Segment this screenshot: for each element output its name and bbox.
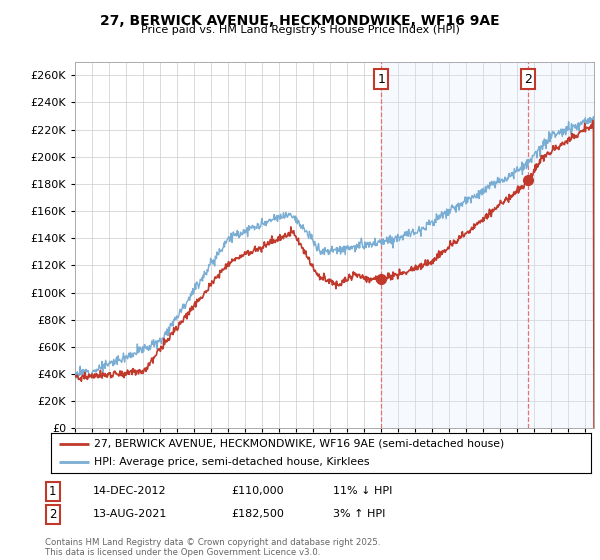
Text: Contains HM Land Registry data © Crown copyright and database right 2025.
This d: Contains HM Land Registry data © Crown c… — [45, 538, 380, 557]
Text: £182,500: £182,500 — [231, 509, 284, 519]
Text: 14-DEC-2012: 14-DEC-2012 — [93, 486, 167, 496]
Text: 2: 2 — [49, 507, 56, 521]
Text: 11% ↓ HPI: 11% ↓ HPI — [333, 486, 392, 496]
Text: 13-AUG-2021: 13-AUG-2021 — [93, 509, 167, 519]
Text: Price paid vs. HM Land Registry's House Price Index (HPI): Price paid vs. HM Land Registry's House … — [140, 25, 460, 35]
Text: 1: 1 — [49, 484, 56, 498]
Text: 27, BERWICK AVENUE, HECKMONDWIKE, WF16 9AE (semi-detached house): 27, BERWICK AVENUE, HECKMONDWIKE, WF16 9… — [94, 439, 505, 449]
Text: 1: 1 — [377, 73, 385, 86]
Text: 3% ↑ HPI: 3% ↑ HPI — [333, 509, 385, 519]
Bar — [381, 62, 594, 428]
Text: £110,000: £110,000 — [231, 486, 284, 496]
Text: 27, BERWICK AVENUE, HECKMONDWIKE, WF16 9AE: 27, BERWICK AVENUE, HECKMONDWIKE, WF16 9… — [100, 14, 500, 28]
Text: HPI: Average price, semi-detached house, Kirklees: HPI: Average price, semi-detached house,… — [94, 458, 370, 467]
Text: 2: 2 — [524, 73, 532, 86]
